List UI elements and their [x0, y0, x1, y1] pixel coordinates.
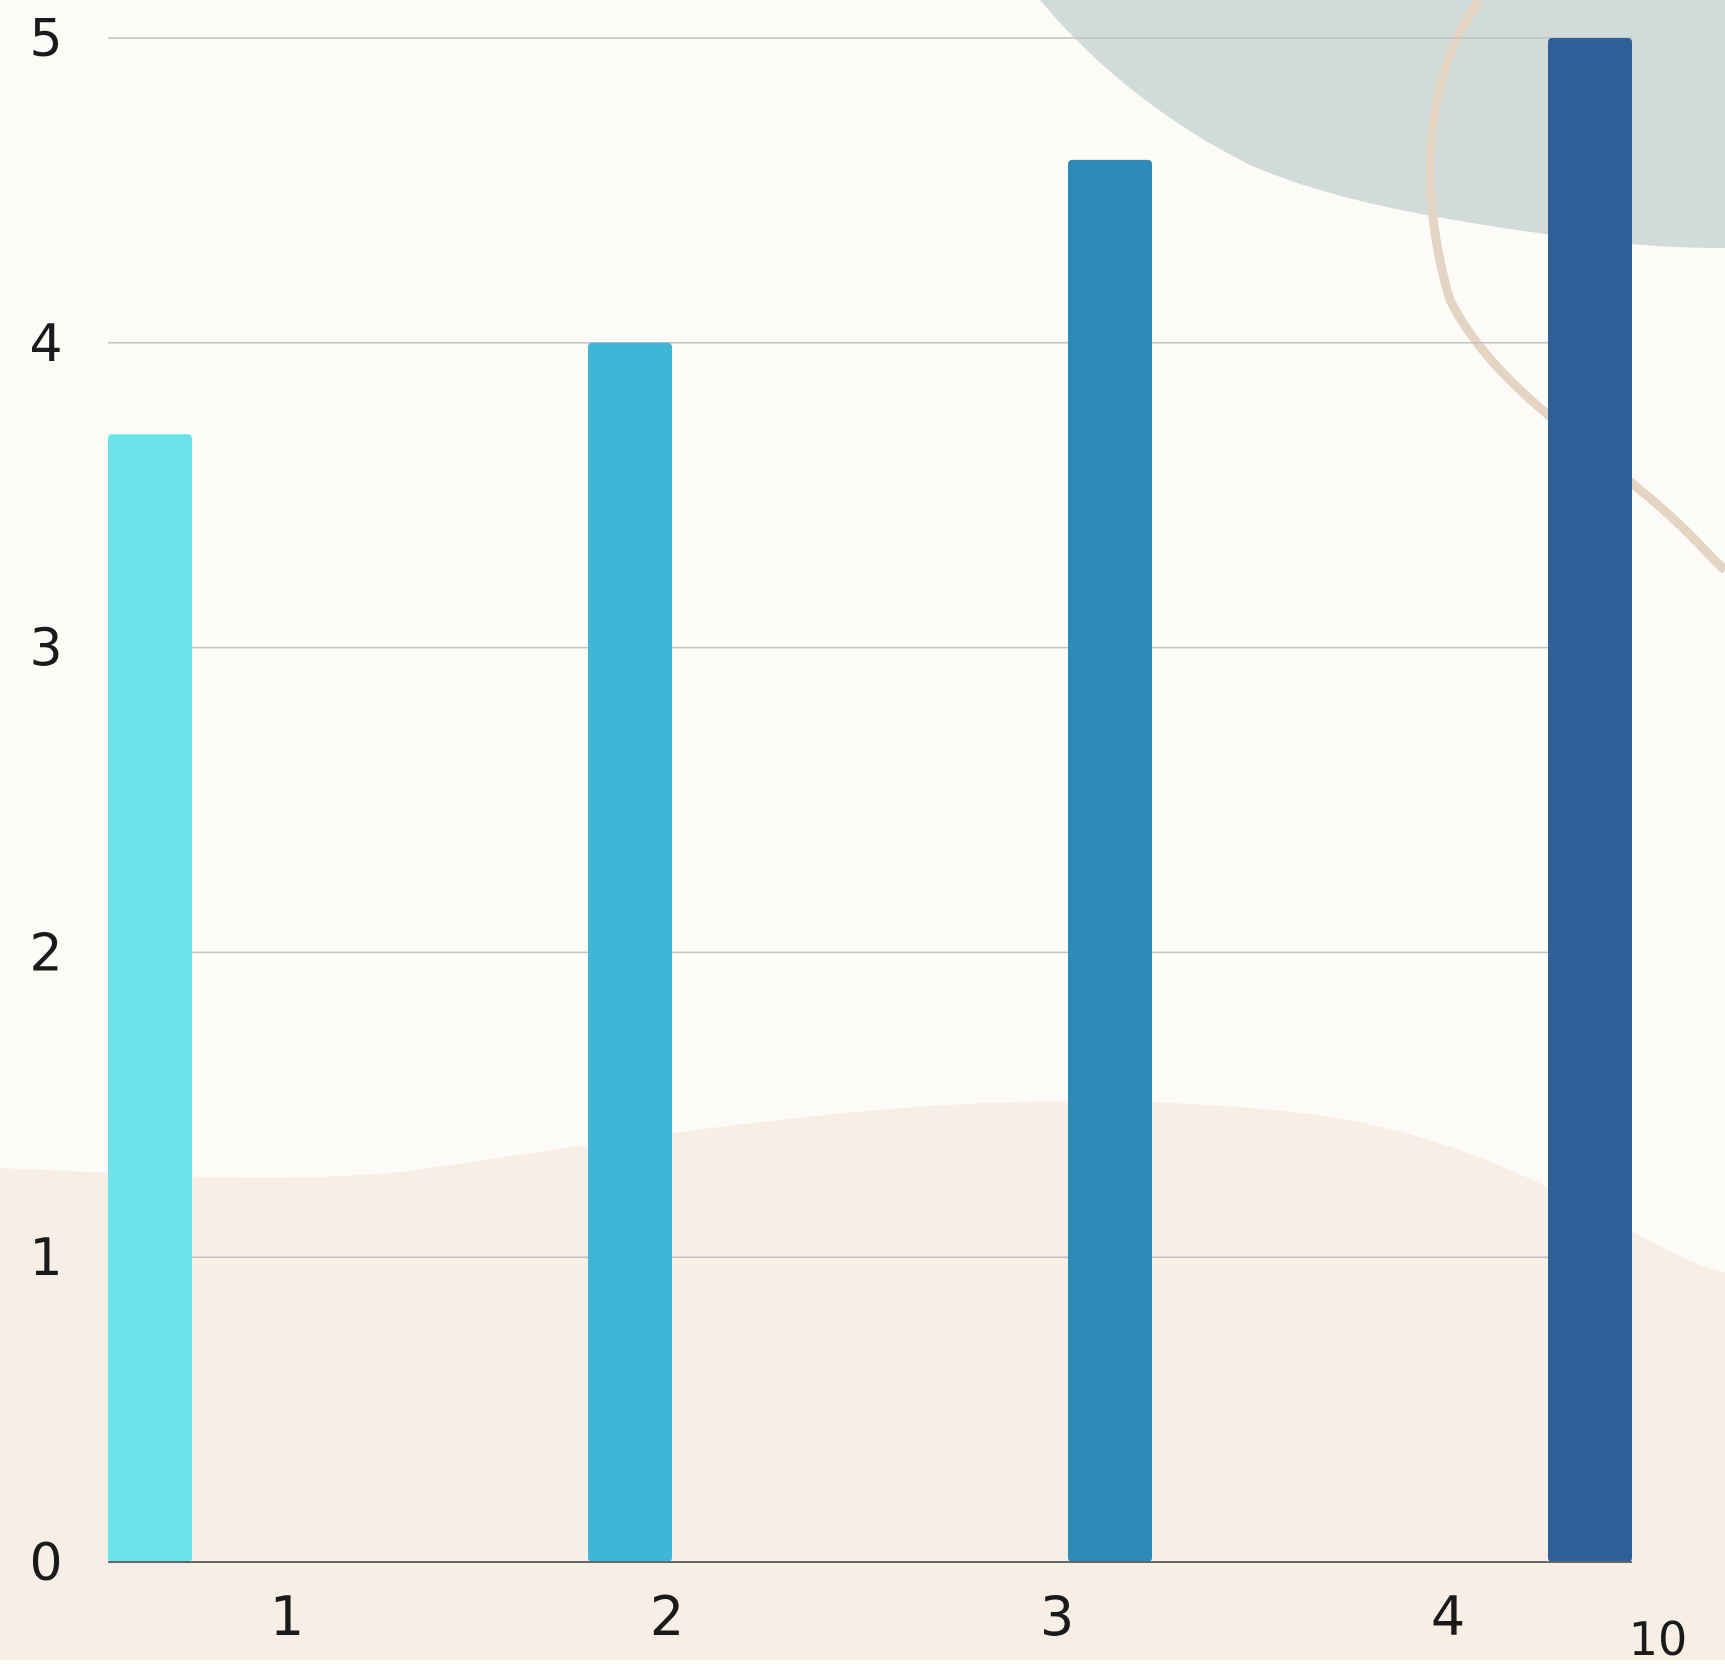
x-axis-ticks: 1 2 3 4: [270, 1585, 1465, 1648]
x-tick-label-3: 3: [1040, 1585, 1074, 1648]
y-tick-label-5: 5: [29, 9, 62, 69]
x-tick-label-4: 4: [1431, 1585, 1465, 1648]
y-tick-label-3: 3: [29, 619, 62, 679]
corner-label: 10: [1629, 1612, 1688, 1660]
y-tick-label-0: 0: [29, 1533, 62, 1593]
y-axis-ticks: 0 1 2 3 4 5: [29, 9, 62, 1593]
y-tick-label-1: 1: [29, 1228, 62, 1288]
decorative-ring: [1425, 0, 1725, 574]
x-tick-label-2: 2: [650, 1585, 684, 1648]
decorative-blob-bottom: [0, 1101, 1725, 1660]
gridlines: [108, 37, 1632, 1258]
bar-3: [1068, 159, 1152, 1562]
y-tick-label-2: 2: [29, 923, 62, 983]
y-tick-label-4: 4: [29, 314, 62, 374]
bar-4: [1548, 38, 1632, 1562]
bars: [108, 38, 1632, 1562]
bar-2: [588, 342, 672, 1562]
x-tick-label-1: 1: [270, 1585, 304, 1648]
bar-1: [108, 434, 192, 1562]
